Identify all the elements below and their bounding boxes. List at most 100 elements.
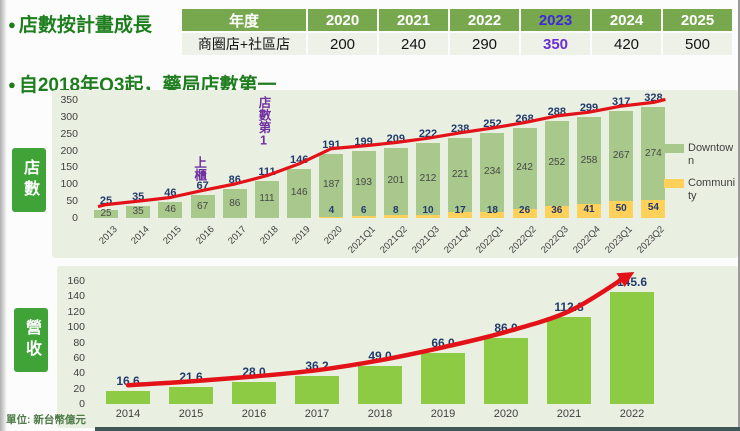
bar-segment-community	[319, 216, 344, 218]
revenue-bar	[295, 376, 339, 404]
bar-community-label: 26	[519, 205, 531, 216]
bar-segment-downtown	[126, 206, 151, 218]
revenue-value-label: 28.0	[242, 365, 266, 380]
y-axis-tick-label: 40	[73, 367, 85, 380]
bar-community-label: 4	[328, 205, 335, 216]
unit-note: 單位: 新台幣億元	[6, 414, 86, 426]
y-axis-tick-label: 350	[60, 94, 78, 106]
legend-label: Community	[688, 177, 736, 202]
legend: Downtown Community	[664, 142, 736, 213]
plan-table-header-row: 年度 2020 2021 2022 2023 2024 2025	[182, 9, 732, 31]
bar-community-label: 50	[615, 202, 627, 214]
plan-table-header-2025: 2025	[663, 9, 732, 31]
x-axis-label: 2019	[430, 408, 456, 420]
x-axis-label: 2016	[241, 408, 267, 420]
store-chart-panel: 0 50 100 150 200 250 300 350 25 25 2013 35 35 2014 46 4…	[52, 90, 738, 258]
legend-item-community: Community	[664, 177, 736, 202]
plan-table-header-2022: 2022	[450, 9, 519, 31]
bottom-bar	[95, 427, 740, 431]
y-axis-tick-label: 100	[67, 321, 85, 334]
y-axis-tick-label: 300	[60, 110, 78, 123]
title-store-growth: ● 店數按計畫成長	[8, 10, 152, 37]
y-axis-tick-label: 80	[73, 336, 85, 349]
bar-downtown-label: 46	[164, 204, 176, 216]
y-axis-tick-label: 100	[60, 178, 78, 191]
plan-value-2024: 420	[592, 33, 661, 55]
store-chart-side-label: 店數	[12, 148, 46, 212]
bar-total-label: 328	[644, 92, 663, 105]
y-axis-tick-label: 140	[67, 290, 85, 303]
bar-community-label: 17	[454, 205, 466, 216]
bar-total-label: 146	[290, 153, 309, 166]
revenue-value-label: 16.6	[116, 374, 140, 389]
plan-value-2021: 240	[379, 33, 448, 55]
x-axis-label: 2020	[493, 408, 519, 420]
revenue-value-label: 49.0	[368, 349, 392, 364]
bar-segment-downtown	[94, 209, 118, 218]
plan-table-header-2024: 2024	[592, 9, 661, 31]
revenue-bar	[421, 353, 465, 404]
bar-community-label: 8	[393, 205, 399, 216]
legend-item-downtown: Downtown	[664, 142, 736, 167]
revenue-value-label: 112.8	[554, 300, 584, 315]
revenue-bar	[106, 391, 150, 404]
left-edge-shadow	[0, 0, 7, 431]
bar-total-label: 111	[258, 165, 276, 178]
y-axis-tick-label: 150	[60, 161, 78, 174]
y-axis-tick-label: 50	[66, 195, 78, 208]
bar-community-label: 18	[486, 205, 498, 216]
bar-community-label: 10	[422, 205, 434, 216]
bar-segment-community	[544, 205, 569, 218]
x-axis-label: 2014	[115, 408, 141, 420]
bar-segment-community	[512, 209, 537, 218]
right-edge-line	[738, 0, 740, 431]
revenue-bar	[169, 387, 213, 404]
x-axis-label: 2015	[178, 408, 204, 420]
x-axis-label: 2018	[367, 408, 393, 420]
bar-segment-community	[383, 215, 408, 218]
store-plan-table: 年度 2020 2021 2022 2023 2024 2025 商圈店+社區店…	[180, 7, 734, 57]
revenue-chart-side-label: 營收	[14, 308, 48, 372]
y-axis-tick-label: 200	[60, 144, 78, 157]
bar-community-label: 6	[360, 205, 367, 216]
y-axis-tick-label: 0	[79, 398, 85, 410]
plan-table-header-2023: 2023	[521, 9, 590, 31]
title-store-growth-text: 店數按計畫成長	[18, 15, 152, 36]
x-axis-label: 2021	[556, 408, 582, 420]
bar-downtown-label: 25	[100, 207, 112, 219]
plan-value-2025: 500	[663, 33, 732, 55]
y-axis-tick-label: 250	[60, 127, 78, 140]
revenue-bar	[484, 337, 528, 404]
bar-community-label: 41	[583, 204, 595, 216]
revenue-bar	[232, 382, 276, 404]
legend-swatch-downtown	[664, 144, 684, 153]
revenue-bar	[358, 366, 402, 404]
revenue-value-label: 36.2	[305, 359, 329, 374]
bar-segment-community	[448, 212, 473, 218]
revenue-value-label: 21.6	[179, 370, 203, 385]
plan-table-header-year: 年度	[182, 9, 306, 31]
plan-table-row-label: 商圈店+社區店	[182, 33, 306, 55]
y-axis-tick-label: 160	[67, 275, 85, 287]
y-axis-tick-label: 0	[72, 212, 78, 224]
revenue-value-label: 86.0	[494, 320, 518, 335]
annotation-2018: 店數第1	[256, 96, 271, 148]
revenue-bar	[547, 317, 591, 404]
bar-segment-community	[416, 214, 440, 218]
x-axis-label: 2017	[304, 408, 330, 420]
bullet-icon: ●	[8, 17, 16, 32]
y-axis-tick-label: 120	[67, 305, 85, 318]
bar-segment-community	[480, 211, 505, 218]
revenue-bar	[610, 292, 654, 404]
plan-table-header-2021: 2021	[379, 9, 448, 31]
plan-value-2020: 200	[308, 33, 377, 55]
revenue-value-label: 145.6	[616, 275, 648, 290]
y-axis-tick-label: 20	[73, 382, 85, 395]
bullet-icon: ●	[8, 77, 16, 92]
legend-label: Downtown	[688, 142, 734, 167]
plan-value-2023: 350	[521, 33, 590, 55]
revenue-value-label: 66.0	[431, 336, 455, 351]
plan-table-header-2020: 2020	[308, 9, 377, 31]
bar-downtown-label: 35	[132, 206, 144, 218]
